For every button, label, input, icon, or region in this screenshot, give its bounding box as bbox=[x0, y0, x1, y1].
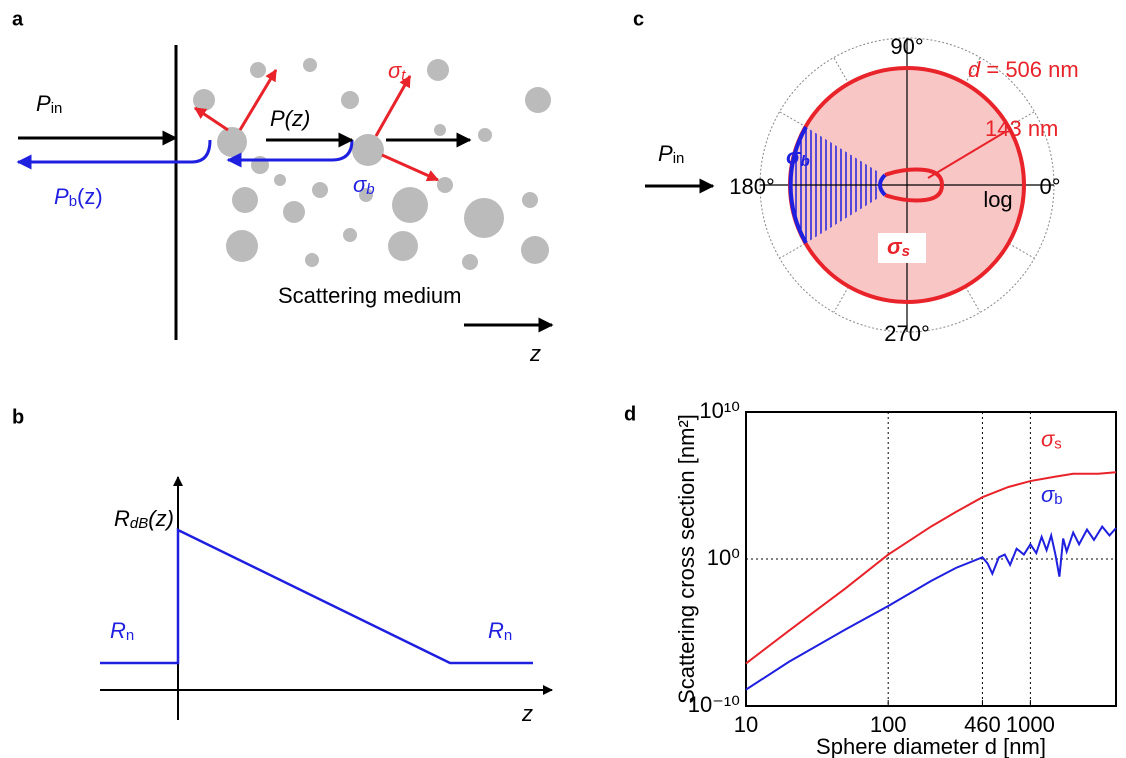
subscript: n bbox=[126, 627, 134, 644]
symbol: R bbox=[114, 506, 130, 531]
panel-label: c bbox=[633, 8, 644, 30]
series-line bbox=[745, 524, 1117, 691]
subscript: s bbox=[1054, 435, 1062, 452]
panel-label: b bbox=[12, 406, 24, 428]
d-label: d = 506 nm bbox=[968, 57, 1079, 82]
y-tick-label: 10¹⁰ bbox=[699, 398, 740, 423]
sigma-s-label: σs bbox=[887, 234, 910, 260]
polar-axes bbox=[760, 38, 1054, 332]
x-tick-label: 10 bbox=[734, 712, 758, 737]
y-tick-label: 10⁰ bbox=[707, 545, 740, 570]
scale-label: log bbox=[983, 187, 1012, 212]
subscript: dB bbox=[130, 515, 148, 532]
p-b-label: Pb(z) bbox=[54, 184, 103, 210]
label-box bbox=[878, 233, 926, 263]
symbol: d bbox=[968, 57, 981, 82]
subscript: in bbox=[673, 150, 685, 167]
p-in-label: Pin bbox=[658, 141, 684, 167]
panel-d: d 10 100 460 1000 10⁻¹⁰ 10⁰ 10¹⁰ Sphere diamete… bbox=[624, 398, 1117, 758]
angle-label: 90° bbox=[890, 34, 923, 59]
panel-c: c Pin 90° 180° 270° 0° log d = 506 nm 14… bbox=[633, 8, 1079, 346]
value: = 506 nm bbox=[980, 57, 1078, 82]
leader bbox=[927, 131, 1006, 179]
subscript: b bbox=[1054, 491, 1062, 508]
series-label: σb bbox=[1041, 482, 1063, 508]
y-axis-label: Scattering cross section [nm²] bbox=[674, 414, 699, 704]
z-label: z bbox=[529, 341, 541, 366]
d-label: 143 nm bbox=[985, 116, 1058, 141]
symbol: σ bbox=[786, 144, 802, 169]
angle-label: 270° bbox=[884, 321, 930, 346]
z-label: z bbox=[521, 701, 533, 726]
r-n-label: Rn bbox=[488, 618, 512, 644]
r-n-label: Rn bbox=[110, 618, 134, 644]
panel-b: b RdB(z) Rn Rn z bbox=[12, 406, 553, 726]
pattern-143 bbox=[884, 167, 945, 203]
r-db-label: RdB(z) bbox=[114, 506, 174, 532]
symbol: P bbox=[658, 141, 673, 166]
x-tick-label: 100 bbox=[870, 712, 907, 737]
y-tick-label: 10⁻¹⁰ bbox=[688, 692, 740, 717]
x-tick-label: 1000 bbox=[1006, 712, 1055, 737]
symbol: P bbox=[54, 184, 69, 209]
p-in-label: Pin bbox=[36, 91, 62, 117]
profile bbox=[100, 527, 533, 665]
subscript: b bbox=[801, 153, 810, 170]
sigma-b-label: σb bbox=[786, 144, 810, 170]
medium-label: Scattering medium bbox=[278, 283, 461, 308]
symbol: σ bbox=[388, 58, 402, 83]
argument: (z) bbox=[148, 506, 174, 531]
argument: (z) bbox=[77, 184, 103, 209]
symbol: P bbox=[36, 91, 51, 116]
subscript: t bbox=[401, 67, 406, 84]
symbol: R bbox=[110, 618, 126, 643]
panel-label: a bbox=[12, 8, 24, 30]
angle-label: 180° bbox=[729, 174, 775, 199]
arrow bbox=[16, 139, 212, 170]
plot-frame bbox=[745, 411, 1117, 707]
x-tick-label: 460 bbox=[964, 712, 1001, 737]
sigma-t-label: σt bbox=[388, 58, 406, 84]
particles bbox=[193, 58, 551, 270]
angle-label: 0° bbox=[1039, 174, 1060, 199]
panel-label: d bbox=[624, 403, 636, 425]
panel-a: a Pin P(z) σt σb Pb(z) Scattering m bbox=[12, 8, 554, 366]
subscript: n bbox=[504, 627, 512, 644]
scatter-arrows bbox=[194, 68, 440, 182]
backscatter-arc bbox=[788, 126, 808, 244]
backscatter-arc bbox=[878, 173, 887, 197]
x-axis-label: Sphere diameter d [nm] bbox=[816, 734, 1046, 758]
sigma-b-label: σb bbox=[353, 172, 375, 198]
symbol: σ bbox=[1041, 426, 1055, 451]
subscript: in bbox=[51, 100, 63, 117]
subscript: s bbox=[902, 243, 910, 260]
subscript: b bbox=[366, 181, 374, 198]
symbol: σ bbox=[887, 234, 903, 259]
symbol: σ bbox=[1041, 482, 1055, 507]
subscript: b bbox=[69, 193, 77, 210]
series-line bbox=[745, 471, 1117, 665]
symbol: R bbox=[488, 618, 504, 643]
series-label: σs bbox=[1041, 426, 1062, 452]
p-z-label: P(z) bbox=[270, 106, 310, 131]
symbol: σ bbox=[353, 172, 367, 197]
